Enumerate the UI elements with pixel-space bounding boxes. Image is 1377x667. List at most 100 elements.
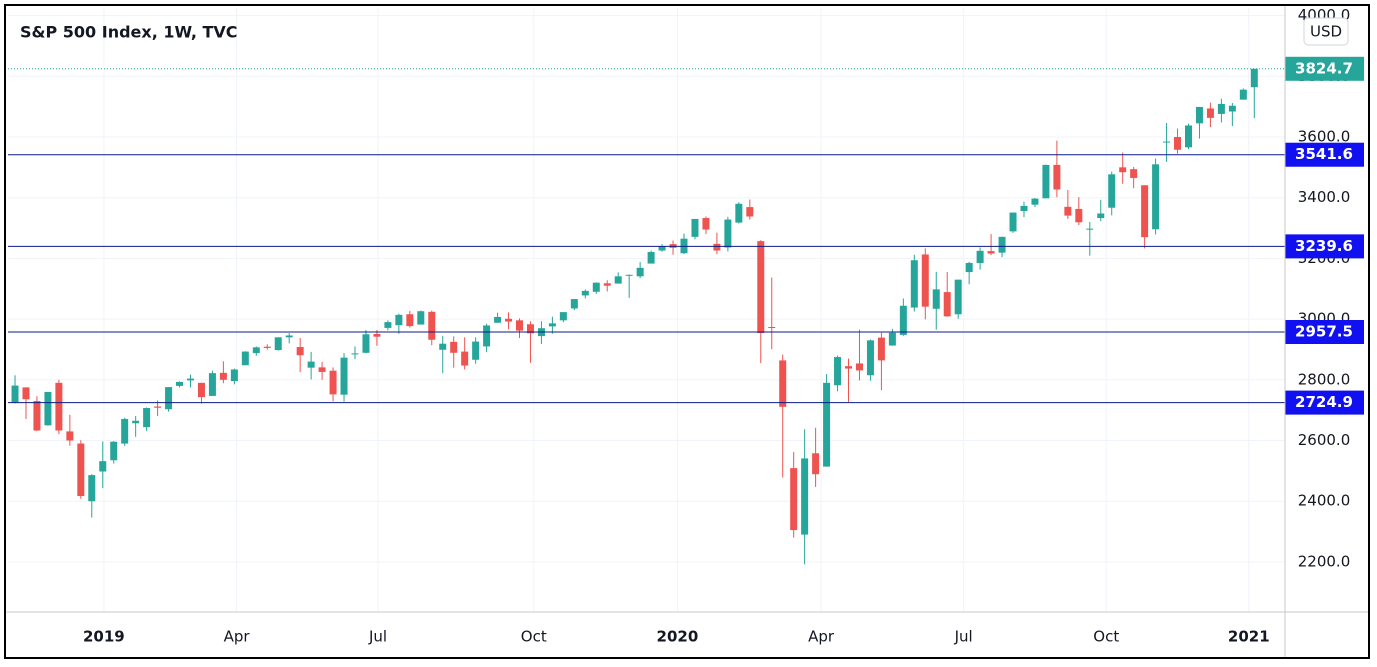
y-tick-label: 2200.0	[1298, 552, 1351, 570]
level-label-box	[1285, 234, 1364, 259]
level-label: 3541.6	[1295, 145, 1353, 163]
candle-body	[121, 418, 129, 444]
candle-body	[1064, 206, 1072, 216]
candle-body	[186, 378, 194, 381]
candle-body	[757, 241, 765, 334]
candle-body	[1130, 169, 1138, 178]
candle-body	[219, 372, 227, 380]
currency-label[interactable]: USD	[1310, 23, 1342, 41]
candle-body	[143, 408, 151, 428]
level-label: 3239.6	[1295, 237, 1353, 255]
level-label-box	[1285, 142, 1364, 167]
x-tick-label: Jul	[954, 628, 973, 646]
x-tick-label: 2021	[1228, 628, 1270, 646]
last-price-box	[1285, 56, 1364, 81]
candle-body	[351, 353, 359, 355]
candle-body	[1009, 212, 1017, 232]
candle-body	[176, 381, 184, 386]
candle-body	[33, 401, 41, 431]
last-price-label: 3824.7	[1295, 59, 1353, 77]
grid	[8, 8, 1285, 612]
candle-body	[1097, 213, 1105, 219]
x-tick-label: Oct	[521, 628, 547, 646]
axes: 2200.02400.02600.02800.03000.03200.03400…	[83, 6, 1364, 646]
candle-body	[1217, 103, 1225, 114]
candle-body	[691, 218, 699, 237]
candle-body	[1228, 105, 1236, 112]
candle-body	[724, 219, 732, 248]
candle-body	[77, 443, 85, 497]
candle-body	[548, 323, 556, 327]
y-tick-label: 3400.0	[1298, 188, 1351, 206]
candle-body	[658, 246, 666, 251]
y-tick-label: 2400.0	[1298, 492, 1351, 510]
candle-body	[99, 461, 107, 472]
candle-body	[1195, 106, 1203, 124]
candle-body	[526, 324, 534, 334]
y-tick-label: 2800.0	[1298, 370, 1351, 388]
candle-body	[461, 351, 469, 366]
candle-body	[570, 299, 578, 309]
candle-body	[1020, 205, 1028, 212]
candle-body	[834, 357, 842, 386]
candle-body	[1174, 136, 1182, 150]
candle-body	[1152, 164, 1160, 230]
level-label-box	[1285, 390, 1364, 415]
candle-body	[779, 360, 787, 407]
candle-body	[1141, 185, 1149, 238]
candle-body	[965, 262, 973, 273]
candle-body	[384, 322, 392, 328]
candle-body	[987, 251, 995, 254]
candle-body	[932, 289, 940, 309]
candle-body	[505, 318, 513, 322]
y-tick-label: 2600.0	[1298, 431, 1351, 449]
candle-body	[340, 357, 348, 395]
candle-body	[208, 373, 216, 396]
x-tick-label: 2019	[83, 628, 125, 646]
candle-body	[395, 314, 403, 326]
candle-body	[943, 292, 951, 317]
candle-body	[702, 218, 710, 230]
candle-body	[428, 311, 436, 340]
candle-body	[197, 382, 205, 398]
candle-body	[44, 391, 52, 426]
x-tick-label: Apr	[224, 628, 251, 646]
frame	[4, 4, 1370, 659]
candle-body	[1075, 208, 1083, 223]
candle-body	[66, 431, 74, 441]
candle-body	[1031, 198, 1039, 205]
candle-body	[1086, 228, 1094, 230]
level-label: 2724.9	[1295, 393, 1353, 411]
candle-body	[998, 236, 1006, 253]
level-label-box	[1285, 320, 1364, 345]
candle-body	[823, 382, 831, 467]
candle-body	[790, 468, 798, 531]
candle-body	[855, 363, 863, 371]
candle-body	[921, 254, 929, 307]
candle-body	[581, 290, 589, 296]
candle-body	[1250, 68, 1258, 88]
candle-body	[801, 458, 809, 535]
candle-body	[636, 267, 644, 277]
candle-body	[1206, 108, 1214, 118]
candle-body	[450, 341, 458, 353]
candle-body	[877, 337, 885, 361]
candle-body	[1108, 174, 1116, 208]
candle-body	[417, 311, 425, 325]
candle-body	[154, 406, 162, 408]
candle-body	[592, 282, 600, 292]
x-tick-label: Jul	[368, 628, 387, 646]
candle-body	[296, 347, 304, 356]
candle-body	[1042, 164, 1050, 199]
candle-body	[406, 314, 414, 327]
candle-body	[165, 387, 173, 410]
candle-body	[483, 325, 491, 347]
candle-body	[1163, 141, 1171, 143]
currency-button[interactable]	[1303, 17, 1349, 46]
candle-body	[976, 250, 984, 263]
candle-body	[647, 252, 655, 264]
candle-body	[603, 283, 611, 286]
x-tick-label: 2020	[657, 628, 699, 646]
candle-body	[1119, 167, 1127, 173]
